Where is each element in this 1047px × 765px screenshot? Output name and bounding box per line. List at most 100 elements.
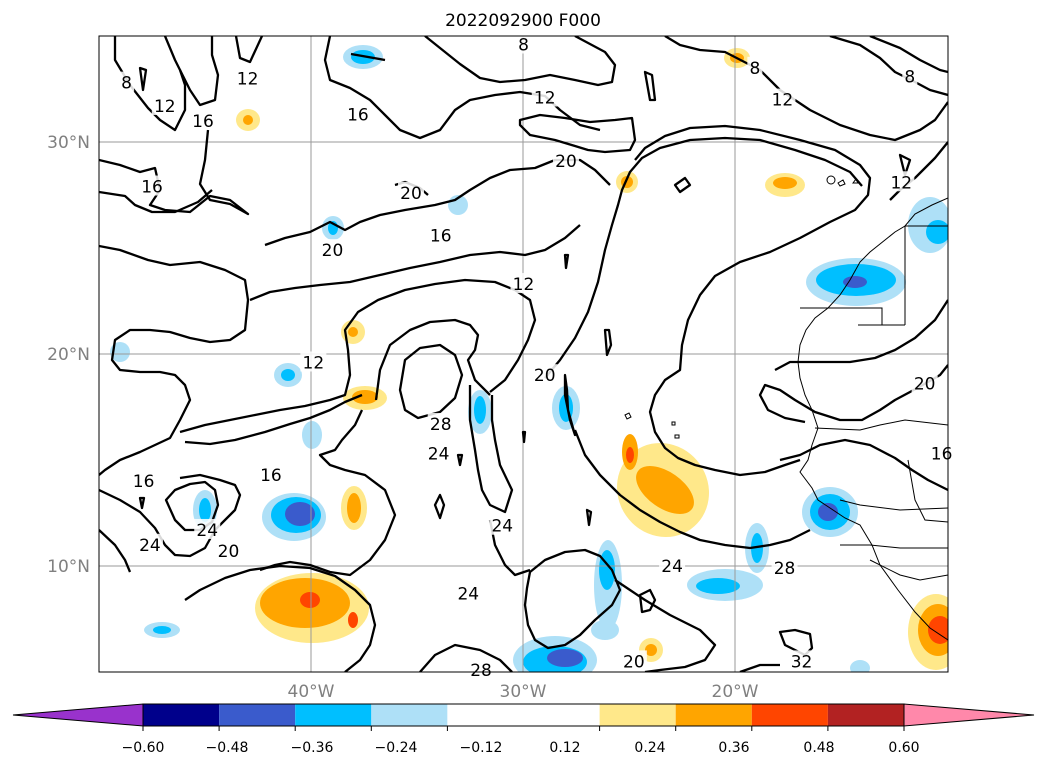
colorbar-tick-label: −0.36	[291, 740, 334, 756]
contour-line	[99, 129, 250, 216]
y-tick-label: 20°N	[47, 345, 90, 365]
contour-label: 16	[430, 226, 452, 246]
contour-label: 20	[322, 241, 344, 261]
contour-line	[163, 36, 220, 107]
border-line	[840, 544, 948, 549]
y-tick-label: 10°N	[47, 557, 90, 577]
x-tick-label: 30°W	[500, 682, 547, 702]
contour-label-bg	[531, 364, 558, 385]
contour-label-bg	[516, 33, 531, 54]
contour-line	[563, 253, 570, 270]
contour-label-bg	[425, 442, 452, 463]
contour-label-bg	[902, 65, 918, 86]
contour-label-bg	[427, 224, 454, 245]
contour-line	[259, 409, 397, 577]
contour-line	[184, 393, 363, 446]
contour-label: 16	[260, 466, 282, 486]
contour-label-bg	[319, 239, 346, 260]
contour-line	[563, 373, 577, 437]
x-axis-labels: 40°W 30°W 20°W	[288, 682, 759, 702]
shade-blob	[645, 644, 657, 656]
colorbar-extend-high	[903, 703, 1035, 727]
contour-label-bg	[344, 103, 371, 124]
colorbar-segment	[219, 704, 296, 726]
contour-line	[99, 529, 132, 573]
contour-label-bg	[531, 86, 558, 107]
shade-blob	[347, 493, 361, 523]
contour-label: 20	[218, 542, 240, 562]
contour-line	[739, 663, 780, 672]
contour-line	[99, 189, 213, 214]
contour-label: 20	[914, 375, 936, 395]
colorbar-tick-labels: −0.60 −0.48 −0.36 −0.24 −0.12 0.12 0.24 …	[122, 740, 920, 756]
contour-line	[889, 141, 948, 201]
contour-label: 24	[491, 517, 513, 537]
shade-blob	[348, 612, 358, 628]
colorbar-tick-label: −0.24	[375, 740, 418, 756]
contour-label: 24	[661, 557, 683, 577]
colorbar-segments	[12, 703, 1035, 731]
colorbar-segment	[675, 704, 752, 726]
contour-line	[249, 224, 581, 302]
contour-line	[664, 36, 948, 142]
contour-label: 28	[470, 661, 492, 681]
contour-label: 20	[534, 366, 556, 386]
plot-area: 8 12 12 16 16 8 12 8 12 8 20 16 20 16 20 12 12 12 20 28 24 16…	[98, 33, 955, 681]
contour-label: 24	[139, 536, 161, 556]
contour-label-bg	[151, 94, 178, 115]
x-tick-label: 20°W	[712, 682, 759, 702]
contour-label: 8	[749, 59, 760, 79]
contour-label: 20	[400, 184, 422, 204]
shade-blob	[626, 447, 634, 463]
shade-blob	[818, 503, 838, 521]
contour-line	[350, 52, 386, 62]
contour-line	[179, 278, 537, 434]
contour-line	[643, 70, 657, 102]
contour-label: 20	[555, 152, 577, 172]
contour-label-bg	[510, 273, 537, 294]
contour-label-bg	[190, 109, 217, 130]
contour-label: 12	[890, 173, 912, 193]
contour-line	[234, 36, 264, 64]
plot-frame	[98, 35, 949, 673]
shade-blob	[153, 626, 171, 634]
contour-label-bg	[888, 171, 915, 192]
contour-line	[164, 480, 220, 532]
chart-title: 2022092900 F000	[445, 11, 601, 31]
colorbar-segment	[599, 704, 676, 726]
contour-line	[544, 136, 863, 379]
contour-label: 20	[623, 652, 645, 672]
contour-line	[424, 36, 617, 87]
shade-blob	[199, 498, 211, 522]
contour-label: 12	[154, 97, 176, 117]
contour-label: 16	[931, 445, 953, 465]
shade-blob	[300, 592, 320, 608]
contour-label: 16	[133, 472, 155, 492]
contour-line	[113, 36, 187, 132]
contour-line	[99, 473, 242, 558]
contour-line	[419, 643, 513, 672]
contour-label-bg	[455, 582, 482, 603]
contour-line	[518, 113, 637, 154]
colorbar-segment	[295, 704, 372, 726]
contour-label: 12	[513, 275, 535, 295]
contour-line	[673, 176, 692, 194]
contour-label: 32	[791, 652, 813, 672]
contour-label-bg	[427, 412, 454, 433]
shade-blob	[850, 660, 870, 672]
shade-blob	[281, 369, 295, 381]
contour-line	[521, 430, 527, 444]
contour-label: 8	[121, 74, 132, 94]
contour-line	[585, 508, 593, 527]
contour-label: 8	[518, 35, 529, 55]
contour-line	[603, 328, 613, 357]
shade-blob	[773, 177, 797, 189]
contour-label: 28	[774, 559, 796, 579]
contour-line	[898, 153, 912, 177]
contour-label-bg	[747, 56, 763, 77]
contour-label-bg	[468, 658, 495, 679]
colorbar-tick-label: 0.48	[803, 740, 834, 756]
colorbar-tick-label: 0.60	[888, 740, 919, 756]
colorbar-tick-label: 0.12	[549, 740, 580, 756]
contour-labels: 8 12 12 16 16 8 12 8 12 8 20 16 20 16 20 12 12 12 20 28 24 16…	[119, 33, 955, 681]
